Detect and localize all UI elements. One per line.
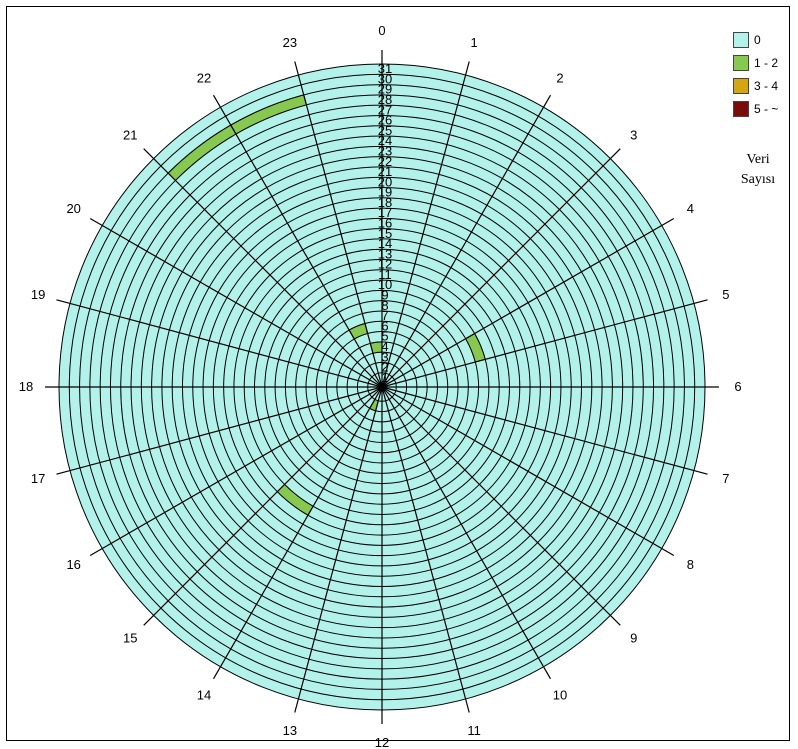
- spoke-11: [381, 386, 470, 713]
- hour-label: 10: [553, 687, 567, 702]
- hour-label: 7: [722, 471, 729, 486]
- spoke-5: [381, 299, 708, 388]
- ring-label: 7: [381, 308, 388, 323]
- legend-item-5-plus: 5 - ~: [733, 97, 798, 120]
- legend-swatch: [733, 77, 749, 94]
- hour-label: 9: [630, 631, 637, 646]
- hour-label: 21: [123, 127, 137, 142]
- spoke-9: [381, 386, 621, 626]
- spoke-13: [294, 386, 383, 713]
- ring-label: 20: [378, 174, 392, 189]
- hour-label: 17: [31, 471, 45, 486]
- ring-label: 31: [378, 61, 392, 76]
- hour-label: 2: [556, 71, 563, 86]
- hour-label: 12: [375, 735, 389, 749]
- hour-label: 3: [630, 127, 637, 142]
- hour-label: 20: [66, 201, 80, 216]
- hour-label: 13: [283, 723, 297, 738]
- hour-label: 16: [66, 557, 80, 572]
- ring-label: 27: [378, 102, 392, 117]
- ring-label: 16: [378, 216, 392, 231]
- ring-label: 8: [381, 298, 388, 313]
- hour-label: 18: [19, 379, 33, 394]
- ring-label: 29: [378, 82, 392, 97]
- hour-label: 11: [467, 723, 481, 738]
- ring-label: 25: [378, 123, 392, 138]
- ring-label: 11: [378, 267, 392, 282]
- ring-label: 3: [381, 349, 388, 364]
- legend-title: Veri Sayısı: [733, 150, 783, 190]
- ring-label: 14: [378, 236, 392, 251]
- ring-label: 22: [378, 154, 392, 169]
- ring-label: 24: [378, 133, 392, 148]
- legend: 0 1 - 2 3 - 4 5 - ~: [733, 28, 798, 120]
- legend-title-line: Sayısı: [740, 172, 776, 187]
- hour-label: 22: [197, 71, 211, 86]
- spoke-22: [212, 94, 383, 388]
- spoke-7: [381, 386, 708, 475]
- legend-title-line: Veri: [746, 152, 770, 167]
- spoke-19: [56, 299, 383, 388]
- legend-swatch: [733, 54, 749, 71]
- legend-item-0: 0: [733, 28, 798, 51]
- ring-label: 19: [378, 185, 392, 200]
- ring-label: 4: [381, 339, 388, 354]
- legend-label: 5 - ~: [754, 101, 779, 116]
- spoke-15: [143, 386, 383, 626]
- ring-label: 2: [381, 360, 388, 375]
- hour-label: 15: [123, 631, 137, 646]
- hour-label: 0: [378, 23, 385, 38]
- spoke-8: [381, 386, 675, 557]
- ring-label: 28: [378, 92, 392, 107]
- ring-label: 13: [378, 246, 392, 261]
- spoke-20: [89, 217, 383, 388]
- hour-label: 23: [283, 35, 297, 50]
- spoke-17: [56, 386, 383, 475]
- hour-label: 19: [31, 287, 45, 302]
- ring-label: 18: [378, 195, 392, 210]
- spoke-21: [143, 148, 383, 388]
- ring-label: 23: [378, 143, 392, 158]
- ring-label: 17: [378, 205, 392, 220]
- spoke-2: [381, 94, 552, 388]
- ring-label: 5: [381, 329, 388, 344]
- ring-label: 9: [381, 288, 388, 303]
- hour-label: 14: [197, 687, 211, 702]
- legend-swatch: [733, 31, 749, 48]
- ring-label: 12: [378, 257, 392, 272]
- spoke-4: [381, 217, 675, 388]
- ring-label: 10: [378, 277, 392, 292]
- ring-label: 21: [378, 164, 392, 179]
- spoke-23: [294, 61, 383, 388]
- spoke-14: [212, 386, 383, 680]
- ring-label: 1: [381, 370, 388, 385]
- legend-item-1-2: 1 - 2: [733, 51, 798, 74]
- legend-label: 3 - 4: [754, 78, 779, 93]
- ring-label: 15: [378, 226, 392, 241]
- hour-label: 5: [722, 287, 729, 302]
- hour-label: 8: [687, 557, 694, 572]
- legend-item-3-4: 3 - 4: [733, 74, 798, 97]
- legend-label: 1 - 2: [754, 55, 779, 70]
- ring-label: 26: [378, 113, 392, 128]
- spoke-1: [381, 61, 470, 388]
- legend-label: 0: [754, 32, 761, 47]
- spoke-16: [89, 386, 383, 557]
- hour-label: 1: [471, 35, 478, 50]
- spoke-10: [381, 386, 552, 680]
- ring-label: 6: [381, 318, 388, 333]
- ring-label: 30: [378, 71, 392, 86]
- spoke-3: [381, 148, 621, 388]
- hour-label: 4: [687, 201, 694, 216]
- legend-swatch: [733, 100, 749, 117]
- hour-label: 6: [734, 379, 741, 394]
